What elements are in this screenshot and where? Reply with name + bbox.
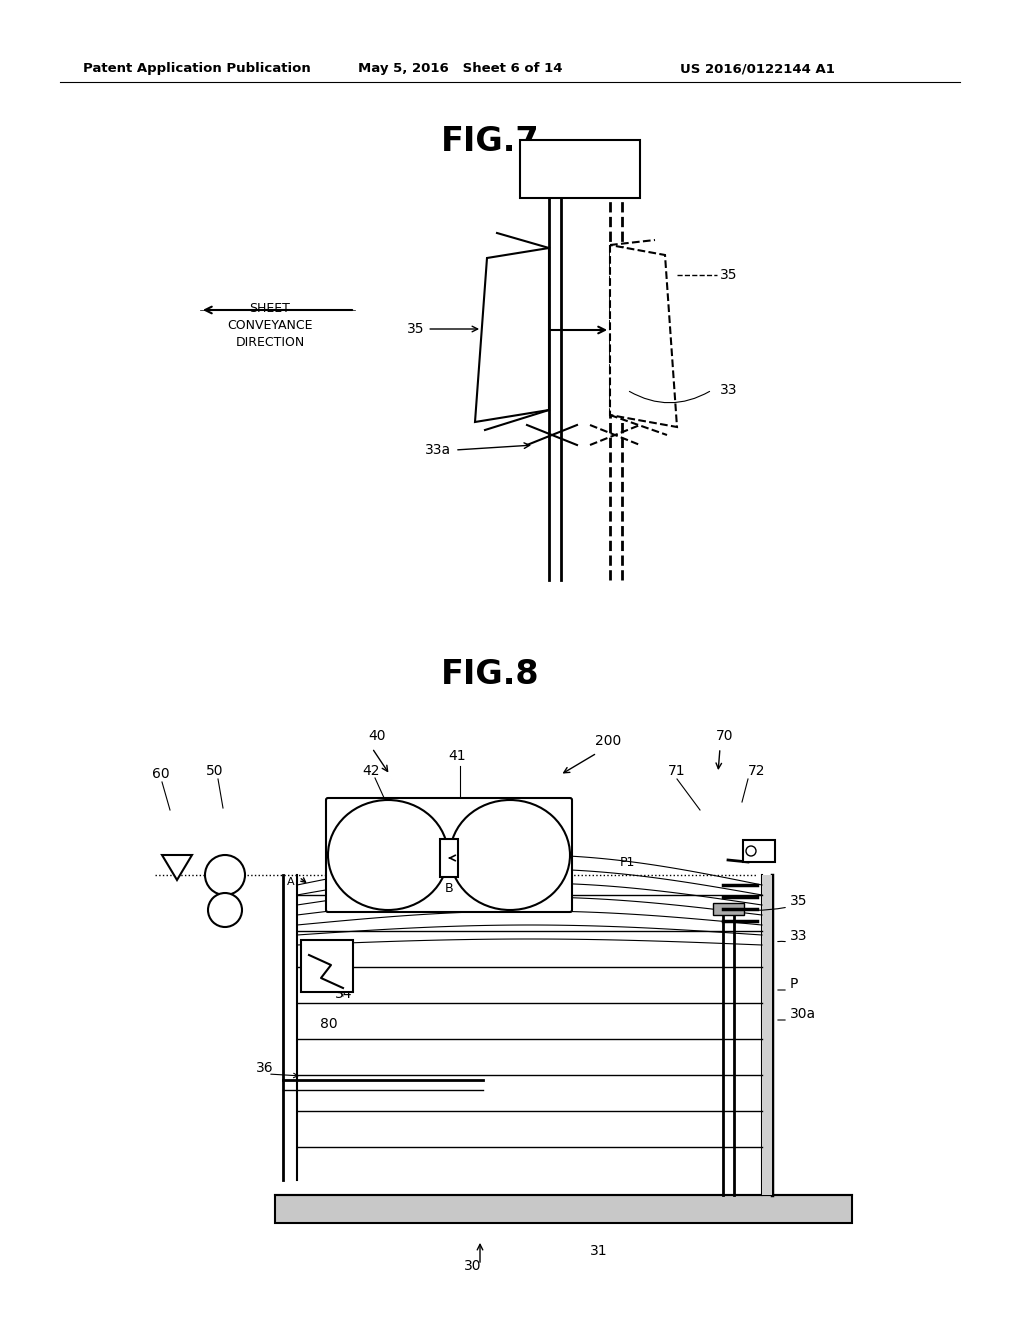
Ellipse shape [450, 800, 570, 909]
Polygon shape [475, 248, 549, 422]
Polygon shape [610, 246, 677, 426]
Text: P2: P2 [543, 855, 558, 869]
Circle shape [208, 894, 242, 927]
Bar [301, 940, 353, 993]
Text: SHEET: SHEET [250, 302, 291, 315]
Text: 35: 35 [407, 322, 477, 337]
Text: A: A [288, 876, 295, 887]
Text: 200: 200 [595, 734, 622, 748]
Text: 70: 70 [716, 729, 733, 743]
Text: 60: 60 [152, 767, 170, 781]
Text: 31: 31 [590, 1243, 607, 1258]
Text: May 5, 2016   Sheet 6 of 14: May 5, 2016 Sheet 6 of 14 [358, 62, 562, 75]
Text: P: P [790, 977, 799, 991]
FancyBboxPatch shape [326, 799, 572, 912]
Text: 72: 72 [748, 764, 766, 777]
Text: 41: 41 [449, 748, 466, 763]
Text: 71: 71 [668, 764, 686, 777]
Text: 40: 40 [368, 729, 385, 743]
Bar [762, 875, 772, 1195]
Text: 33: 33 [790, 929, 808, 942]
Text: 42: 42 [362, 764, 380, 777]
Text: CONVEYANCE: CONVEYANCE [227, 319, 312, 333]
Bar [713, 903, 744, 915]
Text: 33a: 33a [425, 444, 452, 457]
Text: 80: 80 [319, 1016, 338, 1031]
Bar [520, 140, 640, 198]
Text: US 2016/0122144 A1: US 2016/0122144 A1 [680, 62, 835, 75]
Text: 36: 36 [256, 1061, 273, 1074]
Polygon shape [162, 855, 193, 880]
Bar [440, 840, 458, 876]
Bar [743, 840, 775, 862]
Text: 35: 35 [720, 268, 737, 282]
Circle shape [205, 855, 245, 895]
Text: 34: 34 [335, 987, 352, 1001]
Text: Patent Application Publication: Patent Application Publication [83, 62, 310, 75]
Text: FIG.7: FIG.7 [440, 125, 540, 158]
Text: P1: P1 [620, 855, 635, 869]
Text: DIRECTION: DIRECTION [236, 337, 304, 348]
Text: 33: 33 [720, 383, 737, 397]
Bar [275, 1195, 852, 1224]
Text: 50: 50 [206, 764, 223, 777]
Text: 35: 35 [790, 894, 808, 908]
Text: 30: 30 [464, 1259, 481, 1272]
Text: 30a: 30a [790, 1007, 816, 1020]
Text: FIG.8: FIG.8 [440, 657, 540, 690]
Text: B: B [444, 882, 454, 895]
Ellipse shape [328, 800, 449, 909]
